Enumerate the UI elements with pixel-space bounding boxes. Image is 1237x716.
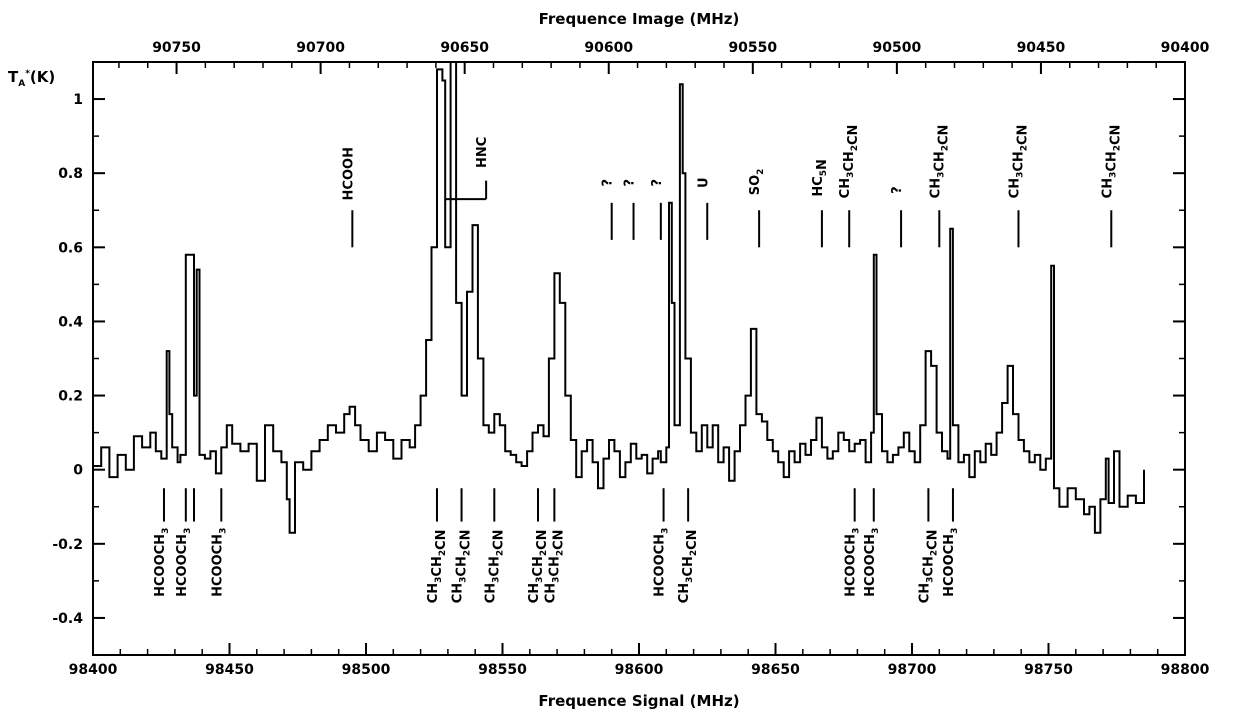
x2-tick-label: 90550 xyxy=(728,40,777,56)
annotation-label-below: HCOOCH3 xyxy=(863,528,881,597)
x2-tick-label: 90500 xyxy=(873,40,922,56)
annotation-label-below: CH3CH2CN xyxy=(917,529,940,603)
annotation-label-below: HCOOCH3 xyxy=(153,528,171,597)
y-tick-label: 0.2 xyxy=(58,389,83,405)
annotation-label-below: HCOOCH3 xyxy=(653,528,671,597)
annotation-label-above: ? xyxy=(650,179,665,187)
annotation-label-below: HCOOCH3 xyxy=(942,528,960,597)
x-tick-label: 98550 xyxy=(478,662,527,678)
annotation-label-above: ? xyxy=(623,179,638,187)
annotation-label-above: CH3CH2CN xyxy=(1100,125,1123,199)
annotation-label-above: SO2 xyxy=(748,169,766,196)
annotation-label-above: ? xyxy=(601,179,616,187)
x-tick-label: 98650 xyxy=(751,662,800,678)
annotation-label-below: HCOOCH3 xyxy=(175,528,193,597)
annotation-label-above: CH3CH2CN xyxy=(1007,125,1030,199)
annotation-label-above: ? xyxy=(890,186,905,194)
x-tick-label: 98800 xyxy=(1161,662,1210,678)
x2-tick-label: 90450 xyxy=(1017,40,1066,56)
annotation-label-above: HC5N xyxy=(811,159,830,197)
annotation-label-above: U xyxy=(696,177,711,188)
y-tick-label: 0 xyxy=(73,463,83,479)
x2-tick-label: 90700 xyxy=(296,40,345,56)
x-tick-label: 98400 xyxy=(69,662,118,678)
annotation-label-above: HNC xyxy=(475,137,490,168)
y-axis-title: TA*(K) xyxy=(8,68,55,89)
y-tick-label: 0.4 xyxy=(58,314,83,330)
x2-tick-label: 90600 xyxy=(584,40,633,56)
annotation-label-below: HCOOCH3 xyxy=(210,528,228,597)
annotation-label-below: CH3CH2CN xyxy=(527,529,550,603)
annotation-label-above: CH3CH2CN xyxy=(838,125,861,199)
y-tick-label: 0.6 xyxy=(58,240,83,256)
y-tick-label: 1 xyxy=(73,92,83,108)
annotation-label-below: CH3CH2CN xyxy=(677,529,700,603)
x-tick-label: 98750 xyxy=(1024,662,1073,678)
annotation-label-below: CH3CH2CN xyxy=(543,529,566,603)
y-tick-label: -0.4 xyxy=(52,611,83,627)
x-tick-label: 98700 xyxy=(888,662,937,678)
annotation-label-below: CH3CH2CN xyxy=(483,529,506,603)
annotation-label-below: CH3CH2CN xyxy=(451,529,474,603)
annotation-label-above: HCOOH xyxy=(341,147,356,200)
top-axis-title: Frequence Image (MHz) xyxy=(539,10,740,28)
axis-ticks: 98400 98450 98500 98550 98600 98650 98700 98750… xyxy=(52,40,1209,678)
x2-tick-label: 90650 xyxy=(440,40,489,56)
x2-tick-label: 90400 xyxy=(1161,40,1210,56)
x-tick-label: 98600 xyxy=(615,662,664,678)
y-tick-label: 0.8 xyxy=(58,166,83,182)
x-tick-label: 98450 xyxy=(205,662,254,678)
annotation-label-above: CH3CH2CN xyxy=(928,125,951,199)
y-tick-label: -0.2 xyxy=(52,537,83,553)
x2-tick-label: 90750 xyxy=(152,40,201,56)
annotation-label-below: HCOOCH3 xyxy=(844,528,862,597)
bottom-axis-title: Frequence Signal (MHz) xyxy=(538,692,739,710)
spectrum-line xyxy=(93,61,1145,534)
x-tick-label: 98500 xyxy=(342,662,391,678)
annotation-label-below: CH3CH2CN xyxy=(426,529,449,603)
